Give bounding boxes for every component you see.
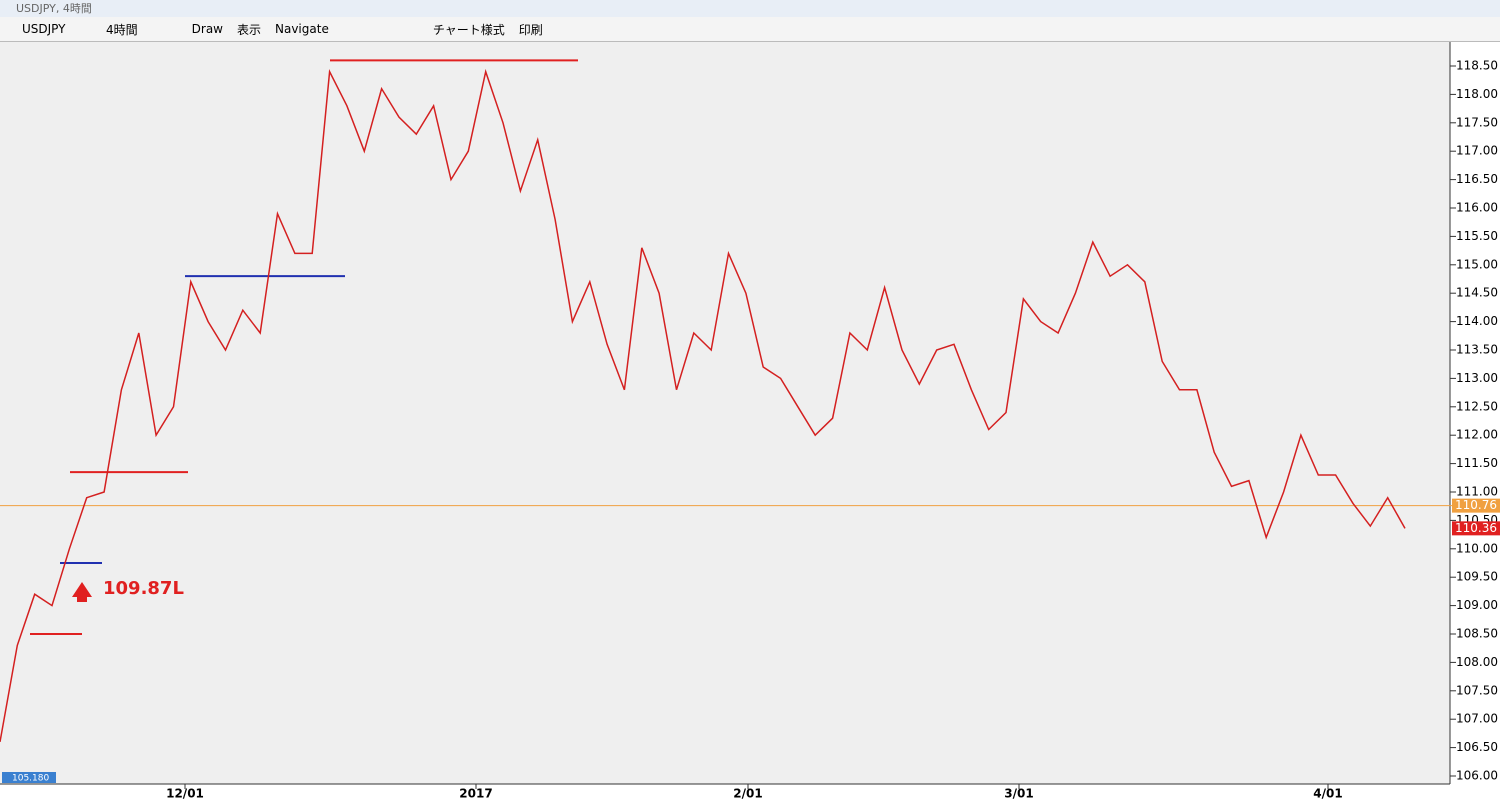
price-axis [1450, 42, 1500, 800]
y-tick-label: 108.00 [1456, 655, 1498, 669]
y-tick-label: 118.50 [1456, 59, 1498, 73]
y-tick-label: 111.50 [1456, 456, 1498, 470]
price-tag [1452, 498, 1500, 513]
y-tick-label: 108.50 [1456, 627, 1498, 641]
y-tick-label: 112.50 [1456, 399, 1498, 413]
tool[interactable]: 印刷 [518, 22, 543, 37]
y-tick-label: 110.00 [1456, 541, 1498, 555]
plot-area [0, 42, 1450, 784]
x-tick-label: 2/01 [733, 787, 762, 800]
y-tick-label: 113.50 [1456, 343, 1498, 357]
chart: 109.87L 106.00 106.50 107.00 107.50 108.00 10… [0, 42, 1500, 800]
y-tick-label: 107.00 [1456, 712, 1498, 726]
price-tag [1452, 521, 1500, 536]
tool[interactable]: Navigate [275, 22, 329, 36]
y-tick-label: 111.00 [1456, 485, 1498, 499]
x-tick-label: 3/01 [1004, 787, 1033, 800]
y-tick-label: 117.50 [1456, 115, 1498, 129]
y-tick-label: 106.00 [1456, 769, 1498, 783]
y-tick-label: 109.00 [1456, 598, 1498, 612]
x-tick-label: 4/01 [1313, 787, 1342, 800]
symbol[interactable]: USDJPY [22, 22, 66, 36]
x-tick-label: 12/01 [166, 787, 204, 800]
price-line [0, 68, 1406, 743]
low-marker [2, 772, 56, 783]
tool[interactable]: Draw [191, 22, 223, 36]
y-tick-label: 107.50 [1456, 683, 1498, 697]
y-tick-label: 116.50 [1456, 172, 1498, 186]
y-tick-label: 116.00 [1456, 201, 1498, 215]
tool[interactable]: チャート様式 [432, 22, 505, 37]
timeframe[interactable]: 4時間 [106, 22, 138, 37]
annotation: 109.87L [103, 578, 184, 599]
y-tick-label: 106.50 [1456, 740, 1498, 754]
low-marker-label: 105.180 [12, 774, 49, 784]
arrow [72, 582, 92, 602]
y-tick-label: 112.00 [1456, 428, 1498, 442]
tool[interactable]: 表示 [236, 22, 261, 37]
y-tick-label: 115.00 [1456, 257, 1498, 271]
window-title: USDJPY, 4時間 [0, 0, 1500, 17]
y-tick-label: 113.00 [1456, 371, 1498, 385]
price-tag-label: 110.36 [1455, 521, 1497, 535]
x-tick-label: 2017 [459, 787, 492, 800]
price-tag-label: 110.76 [1455, 498, 1497, 512]
y-tick-label: 114.50 [1456, 286, 1498, 300]
y-tick-label: 118.00 [1456, 87, 1498, 101]
y-tick-label: 114.00 [1456, 314, 1498, 328]
y-tick-label: 109.50 [1456, 570, 1498, 584]
toolbar: USDJPY 4時間 Draw 表示 Navigate チャート様式 印刷 [0, 17, 1500, 42]
y-tick-label: 117.00 [1456, 144, 1498, 158]
y-tick-label: 115.50 [1456, 229, 1498, 243]
